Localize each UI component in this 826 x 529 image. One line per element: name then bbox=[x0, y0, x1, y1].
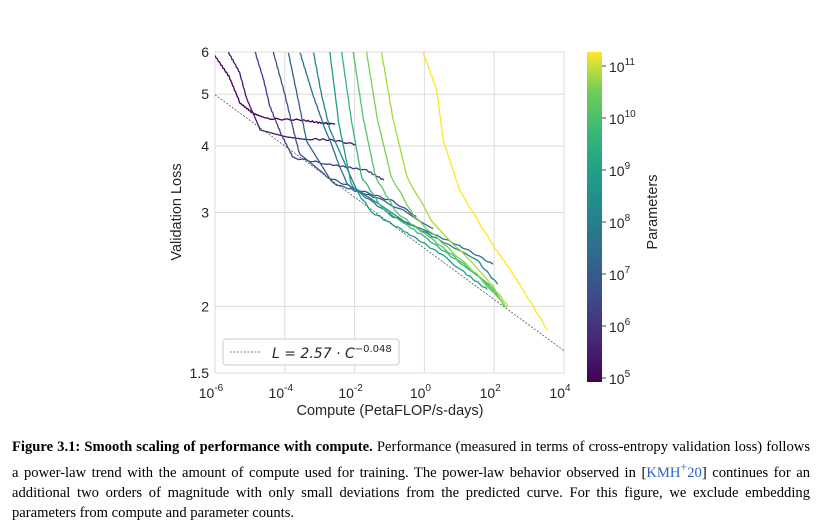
caption-text-end: ] continues for an additional two orders… bbox=[12, 464, 810, 521]
y-tick-label: 3 bbox=[201, 205, 209, 221]
series-line bbox=[352, 52, 506, 307]
x-tick-label: 10-2 bbox=[338, 383, 363, 401]
legend: L = 2.57 · C−0.048 bbox=[222, 338, 400, 366]
colorbar-tick-label: 109 bbox=[609, 161, 631, 179]
y-tick-label: 6 bbox=[201, 44, 209, 60]
y-tick-label: 2 bbox=[201, 298, 209, 314]
colorbar-tick-label: 107 bbox=[609, 265, 631, 283]
colorbar-ticks: 1011 1010 109 108 107 106 105 bbox=[602, 57, 636, 387]
y-tick-labels: 6 5 4 3 2 1.5 bbox=[190, 44, 210, 381]
series-line bbox=[272, 52, 417, 218]
y-tick-label: 5 bbox=[201, 86, 209, 102]
legend-label: L = 2.57 · C−0.048 bbox=[272, 344, 392, 362]
series-line bbox=[215, 55, 336, 126]
colorbar-tick-label: 1010 bbox=[609, 109, 636, 127]
figure-caption: Figure 3.1: Smooth scaling of performanc… bbox=[12, 437, 810, 523]
caption-title: Smooth scaling of performance with compu… bbox=[84, 439, 373, 455]
citation-link[interactable]: KMH+20 bbox=[646, 460, 702, 481]
y-tick-label: 4 bbox=[201, 138, 209, 154]
x-tick-label: 10-4 bbox=[269, 383, 294, 401]
y-tick-label: 1.5 bbox=[190, 365, 210, 381]
fit-line bbox=[214, 94, 565, 352]
colorbar-tick-label: 108 bbox=[609, 213, 631, 231]
colorbar-tick-label: 106 bbox=[609, 317, 631, 335]
colorbar-tick-label: 105 bbox=[609, 369, 631, 387]
scaling-chart: 6 5 4 3 2 1.5 10-6 10-4 10-2 100 102 104 Compute (… bbox=[169, 44, 661, 419]
series-line bbox=[365, 52, 507, 308]
colorbar-tick-label: 1011 bbox=[609, 57, 635, 75]
series-line bbox=[380, 52, 509, 307]
series-line bbox=[287, 52, 434, 230]
x-tick-label: 102 bbox=[480, 383, 502, 401]
series-line bbox=[329, 52, 488, 291]
legend-box bbox=[222, 338, 400, 366]
series-group bbox=[215, 52, 549, 332]
x-tick-label: 104 bbox=[549, 383, 571, 401]
x-axis-label: Compute (PetaFLOP/s-days) bbox=[297, 403, 484, 419]
x-tick-label: 100 bbox=[410, 383, 432, 401]
y-axis-label: Validation Loss bbox=[169, 163, 185, 260]
series-line bbox=[227, 52, 357, 146]
x-tick-labels: 10-6 10-4 10-2 100 102 104 bbox=[199, 383, 571, 401]
series-line bbox=[299, 52, 494, 265]
caption-text: Performance (measured in terms of cross-… bbox=[12, 439, 810, 481]
x-tick-label: 10-6 bbox=[199, 383, 224, 401]
caption-label: Figure 3.1: bbox=[12, 439, 81, 455]
colorbar-label: Parameters bbox=[645, 175, 661, 250]
series-line bbox=[422, 52, 549, 332]
colorbar bbox=[587, 52, 602, 382]
